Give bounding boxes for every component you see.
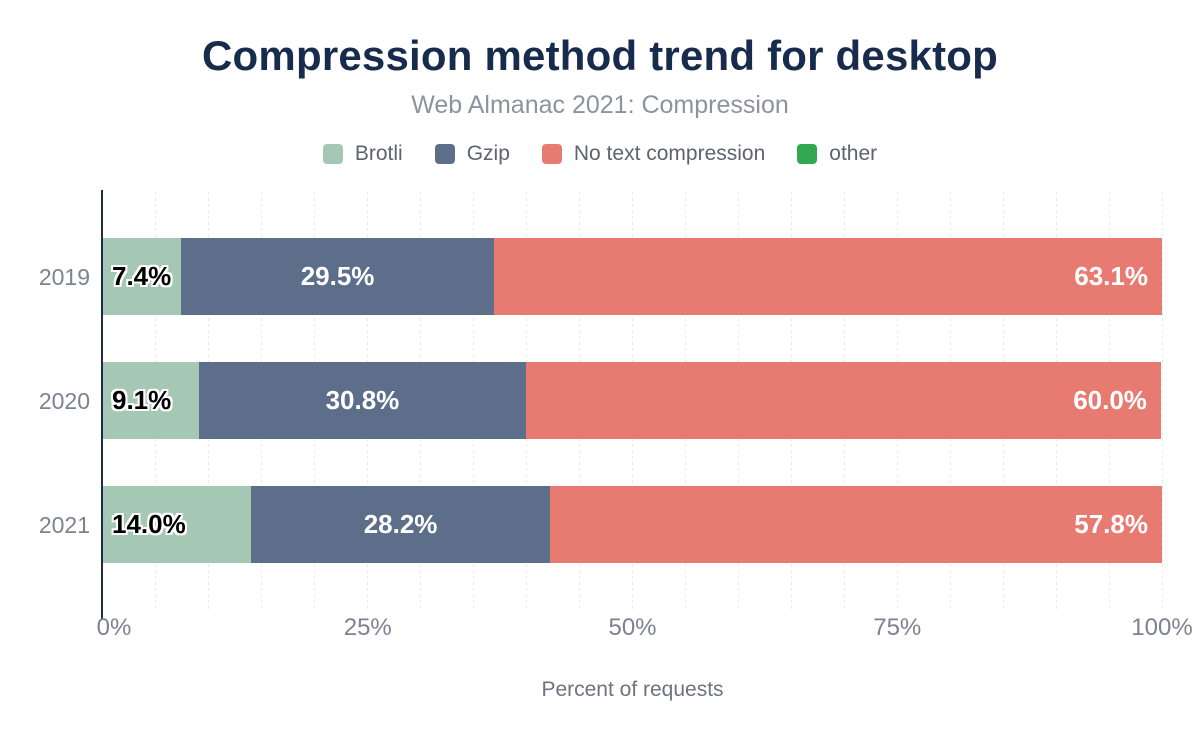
legend-item-other: other	[797, 142, 877, 166]
bar-segment-brotli-2021	[103, 486, 252, 563]
x-tick-label-100: 100%	[1131, 614, 1193, 641]
bar-row-2021: 14.0% 28.2% 57.8%	[103, 486, 1162, 563]
y-axis-label-2021: 2021	[38, 511, 90, 538]
bar-segment-no-text-compression-2019	[493, 238, 1162, 315]
bar-value-label-gzip-2021: 28.2%	[363, 509, 438, 539]
bar-segment-brotli-2019	[103, 238, 182, 315]
y-axis-line	[101, 190, 103, 620]
bar-segment-gzip-2019	[181, 238, 494, 315]
x-tick-label-75: 75%	[873, 614, 922, 641]
bar-segment-gzip-2020	[199, 362, 526, 439]
legend-label: other	[829, 142, 878, 165]
legend-swatch-icon	[541, 144, 562, 164]
legend-item-brotli: Brotli	[322, 142, 403, 166]
gridline-100	[1161, 192, 1163, 612]
x-tick-label-0: 0%	[96, 614, 132, 641]
bar-value-label-brotli-2020: 9.1%	[112, 385, 172, 415]
y-axis-label-2020: 2020	[38, 387, 90, 414]
chart-title: Compression method trend for desktop	[202, 32, 998, 79]
legend-label: Gzip	[466, 142, 510, 165]
legend-label: Brotli	[354, 142, 403, 165]
plot-area: 7.4% 29.5% 63.1% 9.1% 30.8% 60.0% 14.0% 28.2% 57…	[101, 190, 1163, 620]
bar-segment-brotli-2020	[103, 362, 200, 439]
bar-segment-no-text-compression-2021	[549, 486, 1162, 563]
bar-value-label-gzip-2020: 30.8%	[325, 385, 400, 415]
bar-segment-no-text-compression-2020	[525, 362, 1161, 439]
y-axis-label-2019: 2019	[38, 263, 90, 290]
x-tick-label-50: 50%	[608, 614, 657, 641]
bar-value-label-no-text-compression-2019: 63.1%	[1074, 261, 1148, 291]
bar-row-2019: 7.4% 29.5% 63.1%	[103, 238, 1162, 315]
bar-value-label-gzip-2019: 29.5%	[300, 261, 375, 291]
bar-value-label-no-text-compression-2021: 57.8%	[1074, 509, 1148, 539]
chart-subtitle: Web Almanac 2021: Compression	[411, 91, 789, 119]
legend-item-no-text-compression: No text compression	[541, 142, 766, 166]
bar-row-2020: 9.1% 30.8% 60.0%	[103, 362, 1162, 439]
legend-swatch-icon	[322, 144, 343, 164]
legend-label: No text compression	[573, 142, 766, 165]
legend-swatch-icon	[797, 144, 818, 164]
bar-value-label-brotli-2019: 7.4%	[112, 261, 172, 291]
legend: Brotli Gzip No text compression other	[0, 142, 1200, 166]
bar-segment-gzip-2021	[251, 486, 550, 563]
x-tick-label-25: 25%	[343, 614, 392, 641]
bar-value-label-brotli-2021: 14.0%	[112, 509, 186, 539]
legend-swatch-icon	[434, 144, 455, 164]
bar-value-label-no-text-compression-2020: 60.0%	[1073, 385, 1147, 415]
legend-item-gzip: Gzip	[434, 142, 510, 166]
x-axis-title: Percent of requests	[541, 678, 724, 701]
